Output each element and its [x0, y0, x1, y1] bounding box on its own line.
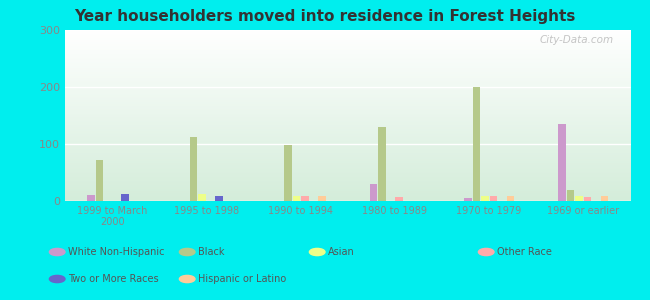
Bar — [584, 197, 592, 201]
Bar — [378, 127, 386, 201]
Text: City-Data.com: City-Data.com — [540, 35, 614, 45]
Bar — [473, 87, 480, 201]
Bar — [190, 136, 198, 201]
Bar — [489, 196, 497, 201]
Bar — [506, 196, 514, 201]
Text: Two or More Races: Two or More Races — [68, 274, 159, 284]
Text: Other Race: Other Race — [497, 247, 552, 257]
Bar — [121, 194, 129, 201]
Bar — [87, 195, 95, 201]
Text: Asian: Asian — [328, 247, 355, 257]
Bar — [292, 196, 300, 201]
Bar — [567, 190, 575, 201]
Text: Black: Black — [198, 247, 225, 257]
Bar — [284, 145, 292, 201]
Bar — [318, 196, 326, 201]
Bar — [575, 196, 583, 201]
Bar — [558, 124, 566, 201]
Text: Year householders moved into residence in Forest Heights: Year householders moved into residence i… — [74, 9, 576, 24]
Bar — [301, 196, 309, 201]
Bar — [198, 194, 206, 201]
Text: White Non-Hispanic: White Non-Hispanic — [68, 247, 164, 257]
Bar — [481, 196, 489, 201]
Bar — [601, 196, 608, 201]
Bar — [395, 197, 403, 201]
Bar — [370, 184, 378, 201]
Text: Hispanic or Latino: Hispanic or Latino — [198, 274, 287, 284]
Bar — [215, 196, 223, 201]
Bar — [464, 198, 472, 201]
Bar — [96, 160, 103, 201]
